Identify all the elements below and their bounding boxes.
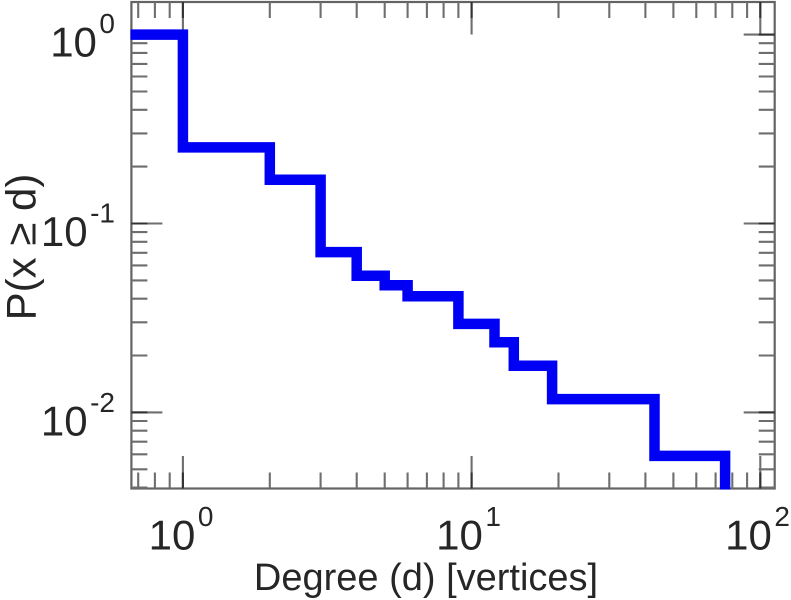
svg-text:100: 100 [149,501,214,559]
svg-text:10-2: 10-2 [41,387,115,445]
svg-text:Degree (d) [vertices]: Degree (d) [vertices] [254,557,598,599]
svg-text:10-1: 10-1 [41,198,115,256]
svg-text:P(x ≥ d): P(x ≥ d) [0,174,45,321]
svg-text:101: 101 [436,501,501,559]
svg-text:102: 102 [725,501,790,559]
svg-text:100: 100 [50,8,115,66]
